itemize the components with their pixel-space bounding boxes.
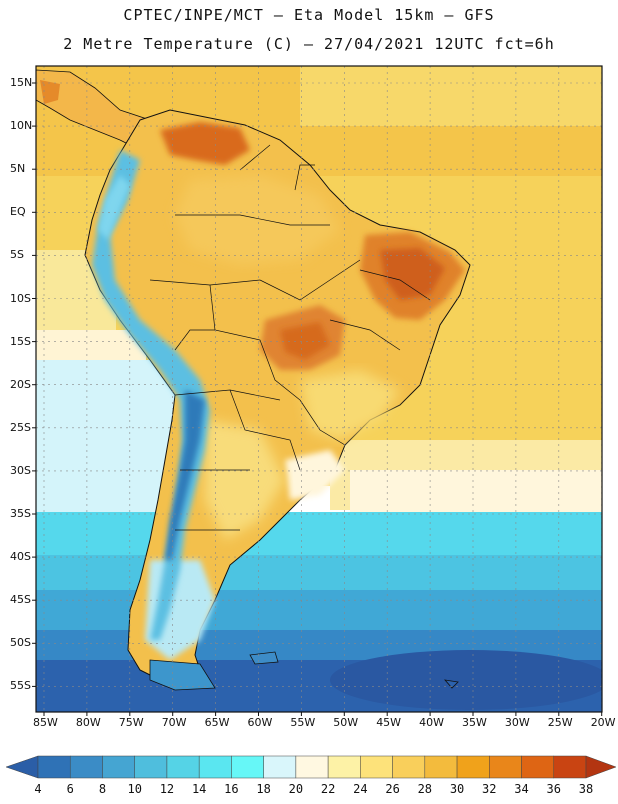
tierra-del-fuego: [149, 659, 216, 691]
lon-label: 20W: [590, 716, 616, 729]
colorbar-label: 26: [385, 782, 400, 796]
colorbar-swatch: [456, 755, 490, 779]
lon-label: 65W: [204, 716, 230, 729]
colorbar-label: 38: [578, 782, 594, 796]
lat-label: 15N: [10, 76, 33, 89]
lat-label: 10S: [10, 291, 31, 305]
lon-label: 25W: [547, 716, 573, 729]
lon-label: 85W: [33, 716, 58, 729]
lat-label: 45S: [10, 593, 31, 607]
map-title-line1: CPTEC/INPE/MCT – Eta Model 15km – GFS: [123, 6, 495, 24]
map-frame: [35, 65, 603, 713]
central-brazil-hotter: [280, 322, 330, 360]
colorbar-swatch: [263, 755, 297, 779]
lon-label: 30W: [504, 716, 530, 729]
lat-label: EQ: [10, 205, 26, 219]
andes-north-cold: [98, 175, 130, 240]
colorbar-swatch: [295, 755, 329, 779]
colorbar-swatch: [102, 755, 135, 779]
colorbar-label: 20: [288, 782, 304, 796]
colorbar-label: 34: [514, 782, 529, 796]
colorbar-label: 12: [159, 782, 175, 796]
lat-label: 40S: [10, 550, 31, 564]
lon-label: 50W: [333, 716, 359, 729]
map-title-line2: 2 Metre Temperature (C) – 27/04/2021 12U…: [63, 35, 555, 53]
argentina-warm: [205, 420, 285, 540]
southeast-brazil-warm: [300, 370, 400, 440]
graticule-grid: [36, 66, 602, 712]
colorbar-swatch: [37, 755, 71, 779]
lat-label: 15S: [10, 334, 31, 348]
colorbar-swatch: [424, 755, 458, 779]
colorbar-label: 30: [449, 782, 465, 796]
colorbar-swatch: [69, 755, 103, 779]
colorbar-swatch: [327, 755, 361, 779]
colorbar-label: 16: [224, 782, 239, 796]
lon-label: 60W: [247, 716, 273, 729]
central-america-hot: [40, 80, 60, 104]
colorbar-min-arrow: [5, 755, 39, 779]
colorbar-label: 18: [256, 782, 271, 796]
ocean-mid-band: [36, 590, 602, 635]
ocean-cyan-band: [36, 512, 602, 562]
south-brazil-pale: [285, 450, 345, 500]
colorbar-max-arrow: [585, 755, 617, 779]
ocean-north-east: [300, 66, 602, 126]
colorbar-label: 10: [127, 782, 142, 796]
colorbar-swatch: [489, 755, 522, 779]
colorbar-swatch: [134, 755, 168, 779]
lon-label: 35W: [462, 716, 487, 729]
lon-label: 70W: [161, 716, 187, 729]
colorbar-label: 6: [66, 782, 74, 796]
colorbar-label: 14: [191, 782, 207, 796]
colorbar-swatch: [360, 755, 393, 779]
ocean-cold-patch: [330, 650, 602, 710]
lon-label: 45W: [376, 716, 402, 729]
venezuela-hot: [160, 122, 250, 165]
lat-label: 55S: [10, 679, 31, 693]
andes-coldest: [165, 390, 205, 560]
country-borders: [149, 144, 431, 531]
colorbar-label: 36: [546, 782, 561, 796]
lat-label: 25S: [10, 420, 31, 434]
colorbar-label: 32: [482, 782, 497, 796]
lat-label: 35S: [10, 507, 31, 520]
lat-label: 5N: [10, 162, 26, 176]
colorbar-swatch: [553, 755, 587, 779]
colorbar-swatch: [521, 755, 555, 779]
lat-label: 50S: [10, 636, 31, 650]
lon-label: 75W: [118, 716, 144, 729]
colorbar-label: 8: [98, 782, 107, 796]
ocean-atlantic-cream: [350, 470, 602, 515]
northeast-brazil-hotter: [380, 248, 445, 300]
lat-label: 5S: [10, 248, 24, 262]
colorbar: [5, 755, 617, 779]
colorbar-swatch: [392, 755, 426, 779]
falkland-islands: [249, 651, 279, 665]
lon-label: 80W: [75, 716, 101, 729]
lon-label: 40W: [419, 716, 444, 729]
lon-label: 55W: [290, 716, 316, 729]
colorbar-label: 28: [417, 782, 433, 796]
colorbar-swatch: [231, 755, 264, 779]
colorbar-label: 24: [353, 782, 368, 796]
colorbar-swatch: [198, 755, 232, 779]
amazon-warm: [175, 175, 340, 265]
colorbar-label: 4: [34, 782, 42, 796]
lat-label: 20S: [10, 377, 31, 391]
axis-ticks: [32, 82, 603, 716]
colorbar-label: 22: [320, 782, 336, 796]
colorbar-swatch: [166, 755, 200, 779]
lat-label: 10N: [10, 119, 33, 133]
ocean-cyan2-band: [36, 555, 602, 595]
island-east: [443, 679, 459, 689]
lat-label: 30S: [10, 463, 31, 477]
